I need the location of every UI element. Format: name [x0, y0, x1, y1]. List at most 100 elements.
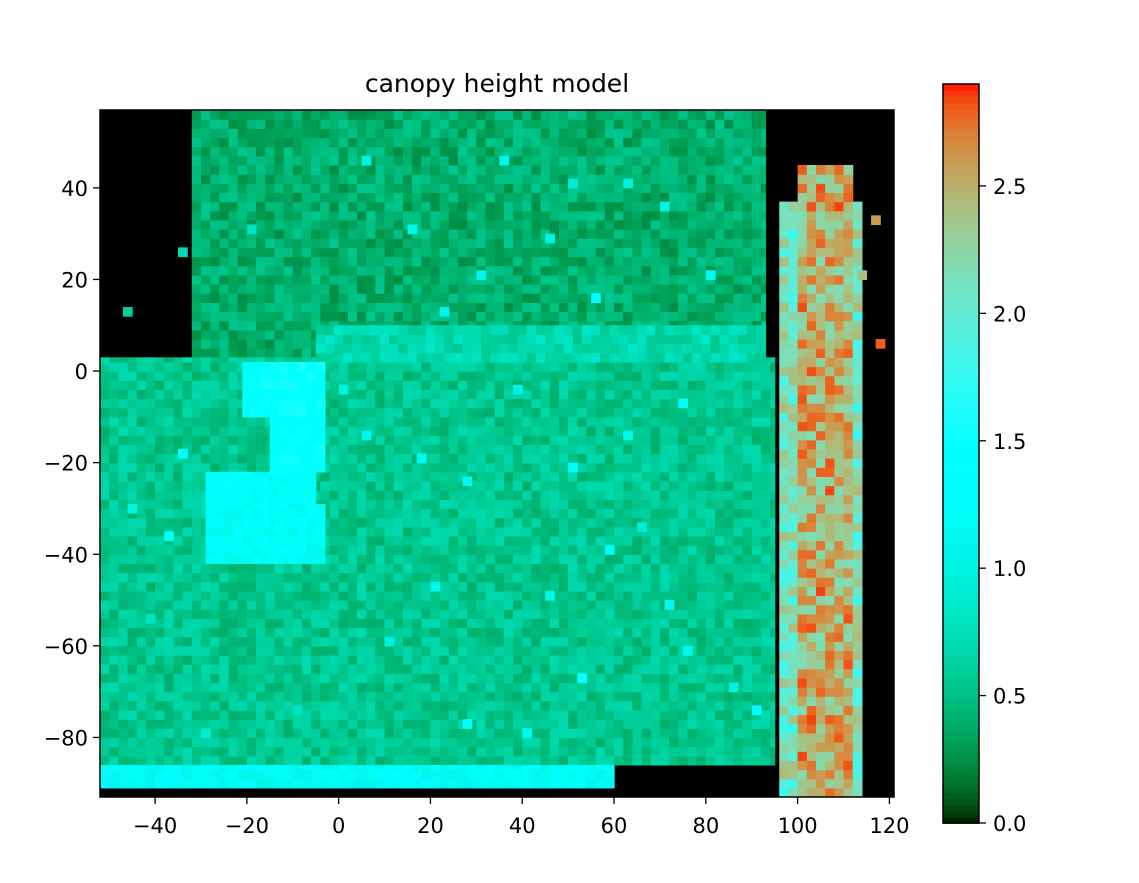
- heatmap-cell: [329, 389, 340, 400]
- heatmap-cell: [659, 155, 670, 166]
- heatmap-cell: [329, 462, 340, 473]
- heatmap-cell: [568, 471, 578, 482]
- heatmap-cell: [687, 192, 698, 203]
- heatmap-cell: [614, 146, 624, 157]
- heatmap-cell: [292, 155, 303, 166]
- heatmap-cell: [733, 664, 744, 674]
- heatmap-cell: [604, 201, 615, 212]
- heatmap-cell: [558, 398, 569, 409]
- heatmap-cell: [485, 407, 496, 418]
- heatmap-cell: [513, 545, 523, 555]
- heatmap-cell: [118, 673, 129, 684]
- heatmap-cell: [549, 137, 560, 148]
- heatmap-cell: [742, 229, 753, 239]
- heatmap-cell: [751, 490, 762, 500]
- heatmap-cell: [274, 192, 285, 203]
- heatmap-cell: [568, 535, 578, 546]
- heatmap-cell: [448, 398, 459, 409]
- heatmap-cell: [467, 664, 477, 674]
- heatmap-cell: [421, 361, 432, 372]
- heatmap-cell: [274, 581, 285, 592]
- heatmap-cell: [191, 737, 202, 748]
- heatmap-cell: [760, 119, 767, 129]
- heatmap-cell: [724, 274, 734, 285]
- heatmap-cell: [274, 119, 285, 129]
- heatmap-cell: [568, 728, 578, 739]
- heatmap-cell: [687, 490, 698, 500]
- heatmap-cell: [246, 700, 257, 711]
- heatmap-cell: [494, 302, 505, 313]
- heatmap-cell: [586, 535, 597, 546]
- heatmap-cell: [366, 416, 376, 427]
- heatmap-cell: [164, 480, 175, 491]
- heatmap-cell: [384, 361, 395, 372]
- heatmap-cell: [366, 526, 376, 537]
- heatmap-cell: [476, 155, 487, 166]
- heatmap-cell: [669, 700, 679, 711]
- heatmap-cell: [393, 691, 404, 702]
- heatmap-cell: [329, 627, 340, 638]
- heatmap-cell: [439, 627, 450, 638]
- heatmap-cell: [595, 371, 606, 381]
- heatmap-cell: [577, 655, 588, 665]
- heatmap-cell: [522, 471, 533, 482]
- heatmap-cell: [200, 155, 211, 166]
- heatmap-cell: [145, 590, 156, 601]
- heatmap-cell: [182, 609, 193, 619]
- heatmap-cell: [614, 426, 624, 436]
- heatmap-cell: [568, 719, 578, 729]
- heatmap-cell: [155, 435, 165, 445]
- heatmap-cell: [402, 361, 413, 372]
- heatmap-cell: [100, 357, 110, 363]
- heatmap-cell: [503, 554, 514, 565]
- heatmap-cell: [412, 691, 422, 702]
- heatmap-cell: [100, 572, 110, 583]
- heatmap-cell: [237, 563, 248, 574]
- heatmap-cell: [393, 110, 404, 120]
- heatmap-cell: [696, 256, 707, 267]
- heatmap-cell: [430, 572, 441, 583]
- heatmap-cell: [109, 737, 119, 748]
- heatmap-cell: [540, 164, 551, 175]
- heatmap-cell: [402, 490, 413, 500]
- heatmap-cell: [448, 719, 459, 729]
- heatmap-cell: [164, 645, 175, 656]
- heatmap-cell: [476, 444, 487, 455]
- heatmap-cell: [604, 247, 615, 258]
- heatmap-cell: [724, 755, 734, 766]
- heatmap-cell: [457, 380, 468, 390]
- heatmap-cell: [604, 600, 615, 610]
- heatmap-cell: [366, 247, 376, 258]
- heatmap-cell: [439, 709, 450, 720]
- heatmap-cell: [402, 183, 413, 194]
- heatmap-cell: [402, 201, 413, 212]
- heatmap-cell: [503, 247, 514, 258]
- heatmap-cell: [494, 435, 505, 445]
- heatmap-cell: [182, 380, 193, 390]
- heatmap-cell: [357, 256, 367, 267]
- heatmap-cell: [393, 416, 404, 427]
- heatmap-cell: [742, 480, 753, 491]
- heatmap-cell: [715, 238, 725, 248]
- heatmap-cell: [118, 490, 129, 500]
- heatmap-cell: [384, 119, 395, 129]
- heatmap-cell: [219, 728, 230, 739]
- heatmap-cell: [531, 746, 542, 757]
- heatmap-cell: [696, 581, 707, 592]
- heatmap-cell: [439, 737, 450, 748]
- heatmap-cell: [696, 265, 707, 276]
- heatmap-cell: [320, 673, 331, 684]
- heatmap-cell: [283, 247, 294, 258]
- heatmap-cell: [650, 389, 661, 400]
- heatmap-cell: [292, 311, 303, 322]
- heatmap-cell: [265, 728, 276, 739]
- heatmap-cell: [347, 645, 358, 656]
- heatmap-cell: [228, 380, 239, 390]
- heatmap-cell: [494, 709, 505, 720]
- heatmap-cell: [531, 737, 542, 748]
- heatmap-cell: [476, 256, 487, 267]
- heatmap-cell: [357, 508, 367, 519]
- heatmap-cell: [751, 137, 762, 148]
- heatmap-cell: [182, 581, 193, 592]
- heatmap-cell: [632, 600, 643, 610]
